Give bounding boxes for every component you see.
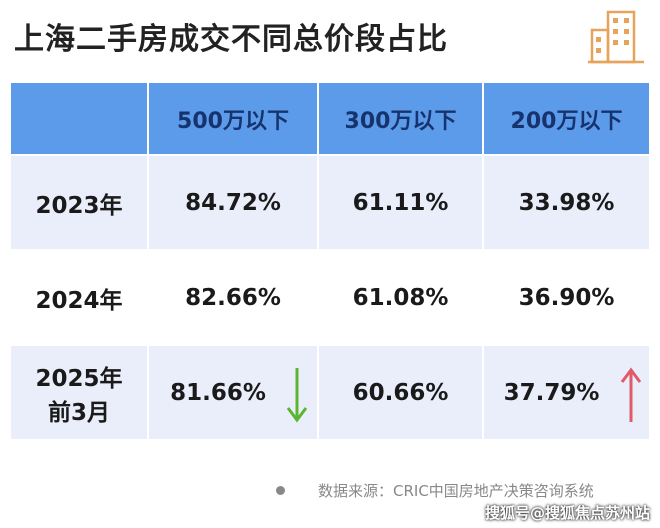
data-cell: 61.08% xyxy=(319,251,482,344)
bullet xyxy=(276,486,285,495)
cell-value: 37.79% xyxy=(503,379,600,406)
data-cell: 61.11% xyxy=(319,156,482,249)
row-header: 2023年 xyxy=(11,156,147,249)
title: 上海二手房成交不同总价段占比 xyxy=(14,22,448,57)
cell-value: 81.66% xyxy=(170,379,266,406)
row-label: 前3月 xyxy=(47,399,110,426)
data-cell: 81.66% xyxy=(149,346,317,439)
column-header: 200万以下 xyxy=(510,108,623,134)
header-cell xyxy=(11,83,147,154)
column-header: 300万以下 xyxy=(344,108,457,134)
column-header: 500万以下 xyxy=(177,108,289,134)
cell-value: 36.90% xyxy=(518,284,615,311)
up-arrow xyxy=(620,367,642,422)
down-arrow xyxy=(286,368,308,423)
cell-value: 82.66% xyxy=(185,284,281,311)
data-cell: 37.79% xyxy=(484,346,649,439)
data-cell: 36.90% xyxy=(484,251,649,344)
watermark: 搜狐号@搜狐焦点苏州站 xyxy=(484,504,650,522)
row-header: 2024年 xyxy=(11,251,147,344)
source: 数据来源：CRIC中国房地产决策咨询系统 xyxy=(318,482,594,500)
cell-value: 60.66% xyxy=(352,379,449,406)
row-header: 2025年前3月 xyxy=(11,346,147,439)
header-cell: 200万以下 xyxy=(484,83,649,154)
row-label: 2023年 xyxy=(35,192,123,219)
cell-value: 61.08% xyxy=(352,284,449,311)
table: 500万以下 300万以下 200万以下 2023年 84.72% 61.11% 33.98… xyxy=(11,83,649,439)
header-cell: 500万以下 xyxy=(149,83,317,154)
header-cell: 300万以下 xyxy=(319,83,482,154)
row-label: 2024年 xyxy=(35,287,123,314)
row-label: 2025年 xyxy=(35,365,123,392)
cell-value: 84.72% xyxy=(185,189,281,216)
data-cell: 84.72% xyxy=(149,156,317,249)
data-cell: 60.66% xyxy=(319,346,482,439)
cell-value: 33.98% xyxy=(518,189,615,216)
cell-value: 61.11% xyxy=(352,189,449,216)
building-icon xyxy=(588,10,644,64)
data-cell: 33.98% xyxy=(484,156,649,249)
data-cell: 82.66% xyxy=(149,251,317,344)
